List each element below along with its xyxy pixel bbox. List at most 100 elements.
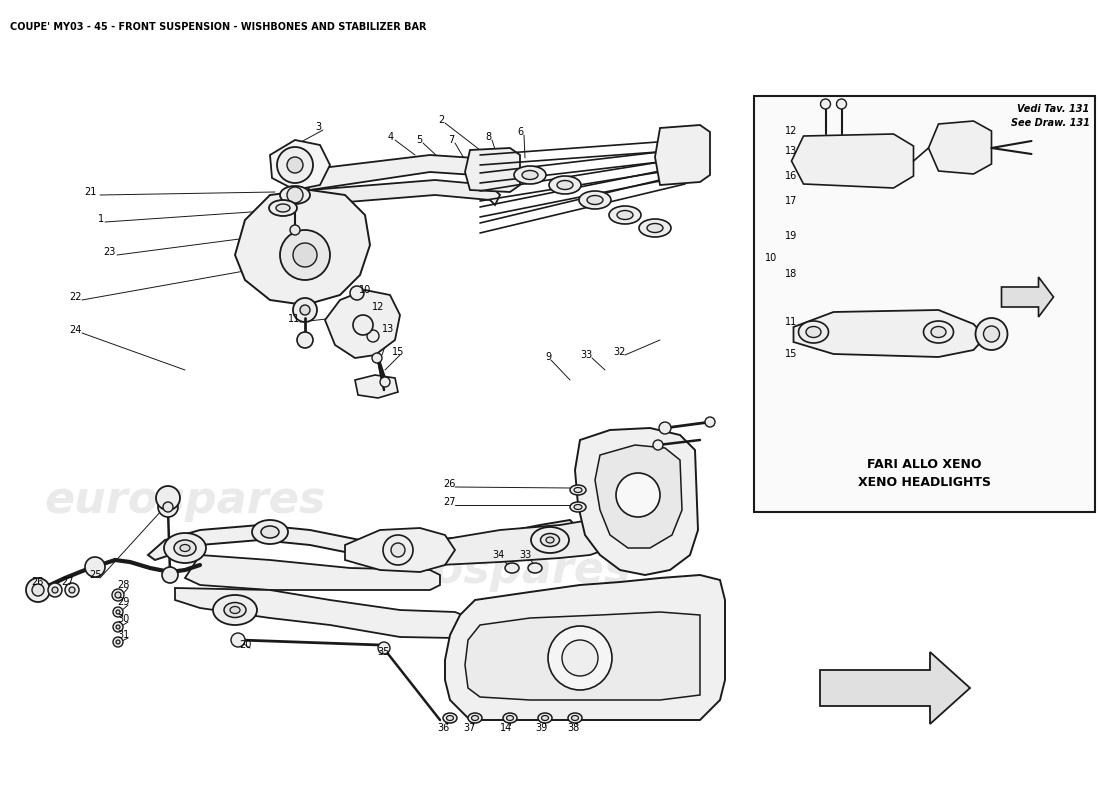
Ellipse shape bbox=[587, 195, 603, 205]
Text: 26: 26 bbox=[31, 577, 43, 587]
Ellipse shape bbox=[472, 715, 478, 721]
Text: 11: 11 bbox=[785, 317, 798, 327]
Circle shape bbox=[277, 147, 313, 183]
Ellipse shape bbox=[639, 219, 671, 237]
Text: 30: 30 bbox=[117, 614, 129, 624]
Polygon shape bbox=[235, 190, 370, 305]
Text: 13: 13 bbox=[382, 324, 394, 334]
Ellipse shape bbox=[574, 487, 582, 493]
Circle shape bbox=[280, 230, 330, 280]
Circle shape bbox=[350, 286, 364, 300]
Text: 36: 36 bbox=[437, 723, 449, 733]
Text: 31: 31 bbox=[117, 630, 129, 640]
Text: eurospares: eurospares bbox=[44, 478, 326, 522]
Text: COUPE' MY03 - 45 - FRONT SUSPENSION - WISHBONES AND STABILIZER BAR: COUPE' MY03 - 45 - FRONT SUSPENSION - WI… bbox=[10, 22, 427, 32]
Text: 19: 19 bbox=[785, 231, 798, 241]
Text: 12: 12 bbox=[785, 126, 798, 136]
Ellipse shape bbox=[506, 715, 514, 721]
Ellipse shape bbox=[579, 191, 610, 209]
Circle shape bbox=[163, 502, 173, 512]
Text: 26: 26 bbox=[443, 479, 455, 489]
Circle shape bbox=[548, 626, 612, 690]
Circle shape bbox=[26, 578, 50, 602]
Polygon shape bbox=[185, 555, 440, 590]
Text: 23: 23 bbox=[102, 247, 116, 257]
Ellipse shape bbox=[224, 602, 246, 618]
Ellipse shape bbox=[213, 595, 257, 625]
Text: 25: 25 bbox=[89, 570, 101, 580]
Text: 15: 15 bbox=[392, 347, 404, 357]
Ellipse shape bbox=[549, 176, 581, 194]
Ellipse shape bbox=[447, 715, 453, 721]
Circle shape bbox=[156, 486, 180, 510]
Text: 3: 3 bbox=[315, 122, 321, 132]
Ellipse shape bbox=[503, 713, 517, 723]
Text: 14: 14 bbox=[499, 723, 513, 733]
Text: 1: 1 bbox=[98, 214, 104, 224]
Polygon shape bbox=[355, 375, 398, 398]
Text: 29: 29 bbox=[117, 597, 129, 607]
Circle shape bbox=[158, 497, 178, 517]
Ellipse shape bbox=[572, 715, 579, 721]
Circle shape bbox=[379, 377, 390, 387]
Ellipse shape bbox=[924, 321, 954, 343]
Circle shape bbox=[616, 473, 660, 517]
Circle shape bbox=[113, 607, 123, 617]
Polygon shape bbox=[595, 445, 682, 548]
Circle shape bbox=[562, 640, 598, 676]
Polygon shape bbox=[465, 148, 520, 192]
Text: FARI ALLO XENO: FARI ALLO XENO bbox=[867, 458, 981, 470]
Ellipse shape bbox=[261, 526, 279, 538]
Polygon shape bbox=[295, 155, 480, 190]
Circle shape bbox=[372, 353, 382, 363]
Circle shape bbox=[116, 610, 120, 614]
Ellipse shape bbox=[280, 186, 310, 204]
Text: 17: 17 bbox=[785, 196, 798, 206]
Circle shape bbox=[378, 642, 390, 654]
Ellipse shape bbox=[570, 502, 586, 512]
Text: 10: 10 bbox=[359, 285, 371, 295]
Circle shape bbox=[297, 332, 313, 348]
Text: 34: 34 bbox=[492, 550, 504, 560]
Ellipse shape bbox=[799, 321, 828, 343]
Text: 16: 16 bbox=[785, 171, 798, 181]
Text: 18: 18 bbox=[785, 269, 798, 279]
Circle shape bbox=[653, 440, 663, 450]
Circle shape bbox=[293, 298, 317, 322]
Circle shape bbox=[112, 589, 124, 601]
Circle shape bbox=[52, 587, 58, 593]
Circle shape bbox=[69, 587, 75, 593]
Ellipse shape bbox=[647, 223, 663, 233]
Text: Vedi Tav. 131: Vedi Tav. 131 bbox=[1018, 104, 1089, 114]
Polygon shape bbox=[928, 121, 991, 174]
Text: 5: 5 bbox=[416, 135, 422, 145]
Text: 2: 2 bbox=[438, 115, 444, 125]
Ellipse shape bbox=[514, 166, 546, 184]
Ellipse shape bbox=[270, 200, 297, 216]
Text: 10: 10 bbox=[766, 253, 778, 263]
Polygon shape bbox=[446, 575, 725, 720]
Text: 33: 33 bbox=[519, 550, 531, 560]
Text: 11: 11 bbox=[288, 314, 300, 324]
Circle shape bbox=[300, 305, 310, 315]
Text: 28: 28 bbox=[117, 580, 129, 590]
Ellipse shape bbox=[568, 713, 582, 723]
Circle shape bbox=[116, 640, 120, 644]
Ellipse shape bbox=[505, 563, 519, 573]
Text: 4: 4 bbox=[388, 132, 394, 142]
Circle shape bbox=[113, 637, 123, 647]
Ellipse shape bbox=[538, 713, 552, 723]
Polygon shape bbox=[440, 520, 610, 565]
Ellipse shape bbox=[540, 534, 560, 546]
Polygon shape bbox=[270, 140, 330, 190]
Polygon shape bbox=[345, 528, 455, 572]
Text: 38: 38 bbox=[566, 723, 579, 733]
Text: 27: 27 bbox=[60, 577, 74, 587]
Ellipse shape bbox=[252, 520, 288, 544]
Circle shape bbox=[287, 157, 303, 173]
Ellipse shape bbox=[164, 533, 206, 563]
Circle shape bbox=[821, 99, 830, 109]
Ellipse shape bbox=[174, 540, 196, 556]
Polygon shape bbox=[465, 612, 700, 700]
Polygon shape bbox=[295, 175, 500, 205]
